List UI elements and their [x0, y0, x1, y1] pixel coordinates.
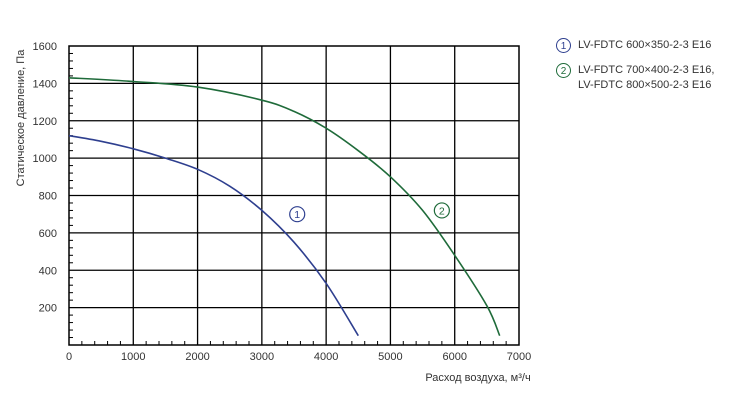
x-tick-label: 5000: [378, 351, 402, 363]
chart-curves: [68, 77, 501, 337]
x-tick-label: 2000: [185, 351, 209, 363]
y-tick-label: 1200: [33, 116, 57, 128]
legend-marker: 1: [556, 38, 571, 53]
x-tick-label: 6000: [442, 351, 466, 363]
legend-item-2: 2 LV-FDTC 700×400-2-3 E16, LV-FDTC 800×50…: [556, 63, 714, 93]
x-tick-label: 7000: [507, 351, 531, 363]
y-tick-label: 600: [39, 228, 57, 240]
legend-label: LV-FDTC 600×350-2-3 E16: [578, 39, 712, 51]
x-tick-label: 0: [66, 351, 72, 363]
curve-marker-number: 2: [439, 205, 445, 217]
curve-marker-1: 1: [289, 206, 306, 223]
x-tick-label: 1000: [121, 351, 145, 363]
y-tick-label: 800: [39, 191, 57, 203]
chart-legend: 1 LV-FDTC 600×350-2-3 E16 2 LV-FDTC 700×400…: [556, 38, 714, 103]
series-line-2: [68, 77, 501, 337]
curve-marker-circle: [289, 206, 306, 223]
series-line-1: [68, 134, 359, 337]
y-tick-label: 1000: [33, 153, 57, 165]
chart-grid: [68, 45, 520, 346]
curve-marker-circle: [433, 202, 450, 219]
y-tick-label: 400: [39, 265, 57, 277]
x-tick-label: 3000: [250, 351, 274, 363]
curve-marker-2: 2: [433, 202, 450, 219]
legend-label: LV-FDTC 700×400-2-3 E16, LV-FDTC 800×500…: [578, 64, 715, 91]
x-axis-label: Расход воздуха, м³/ч: [425, 372, 530, 384]
chart-ticks: 0 1000 2000 3000 4000 5000 6000 7000 200 400 600 80…: [33, 41, 532, 363]
x-tick-label: 4000: [314, 351, 338, 363]
y-tick-label: 1600: [33, 41, 57, 53]
legend-marker: 2: [556, 63, 571, 78]
y-axis-label: Статическое давление, Па: [15, 49, 27, 187]
curve-marker-number: 1: [294, 209, 300, 221]
legend-item-1: 1 LV-FDTC 600×350-2-3 E16: [556, 38, 714, 53]
y-tick-label: 200: [39, 303, 57, 315]
y-tick-label: 1400: [33, 78, 57, 90]
